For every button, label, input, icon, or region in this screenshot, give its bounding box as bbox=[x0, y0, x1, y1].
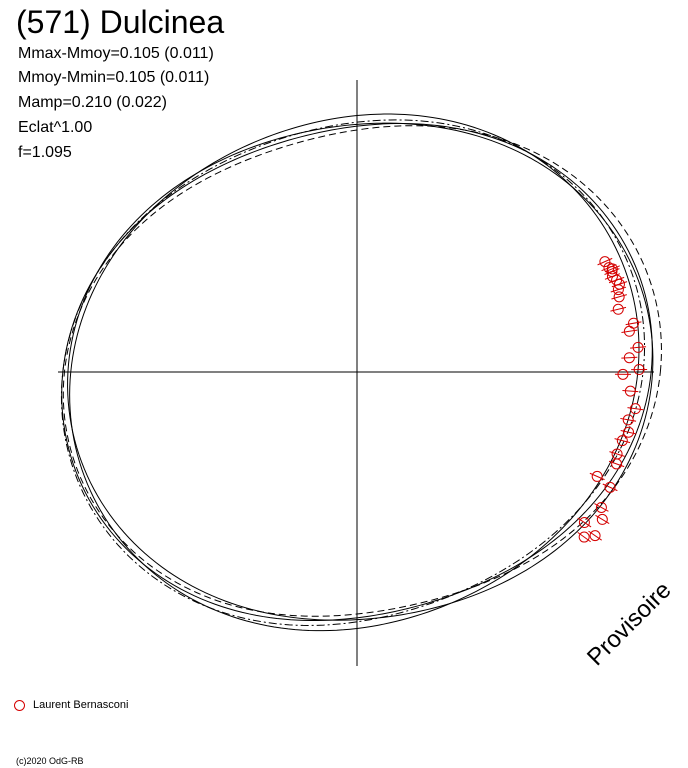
observation-error-bar bbox=[610, 286, 627, 293]
observation-error-bar bbox=[595, 514, 610, 524]
observation-error-bar bbox=[614, 438, 631, 444]
observation-point bbox=[608, 458, 625, 470]
observation-marker bbox=[591, 470, 603, 482]
page-title: (571) Dulcinea bbox=[16, 4, 225, 40]
observation-point bbox=[602, 481, 618, 493]
observation-point bbox=[627, 403, 644, 415]
observation-error-bar bbox=[610, 306, 627, 312]
legend: Laurent Bernasconi bbox=[14, 698, 128, 712]
observation-point bbox=[610, 284, 627, 296]
observation-error-bar bbox=[625, 321, 642, 326]
stat-mmoy-mmin: Mmoy-Mmin=0.105 (0.011) bbox=[18, 69, 210, 86]
observation-point bbox=[577, 517, 592, 529]
observation-error-bar bbox=[602, 483, 618, 492]
observation-error-bar bbox=[630, 346, 647, 349]
observation-error-bar bbox=[589, 472, 605, 481]
copyright: (c)2020 OdG-RB bbox=[16, 756, 84, 766]
observation-error-bar bbox=[597, 257, 613, 266]
observation-error-bar bbox=[622, 390, 639, 393]
observation-marker bbox=[611, 458, 623, 470]
model-curve-3 bbox=[62, 125, 662, 617]
observation-marker bbox=[623, 325, 635, 337]
observation-marker bbox=[629, 403, 641, 415]
model-curve-1 bbox=[67, 122, 654, 621]
observation-marker bbox=[578, 531, 590, 543]
observation-marker bbox=[616, 435, 628, 447]
observation-point bbox=[611, 291, 627, 303]
observation-point bbox=[631, 364, 648, 376]
observation-point bbox=[614, 368, 631, 380]
observation-marker bbox=[589, 530, 601, 542]
observation-marker bbox=[612, 303, 624, 315]
observation-points bbox=[577, 256, 648, 543]
observation-error-bar bbox=[577, 517, 592, 528]
legend-label: Laurent Bernasconi bbox=[33, 699, 129, 711]
observation-point bbox=[610, 303, 627, 315]
legend-marker bbox=[14, 699, 25, 711]
observation-marker bbox=[622, 414, 634, 426]
observation-marker bbox=[612, 284, 624, 296]
observation-marker bbox=[578, 517, 590, 529]
observation-marker bbox=[613, 291, 625, 303]
observation-error-bar bbox=[611, 294, 627, 300]
observation-point bbox=[614, 435, 631, 447]
observation-point bbox=[597, 256, 613, 268]
observation-error-bar bbox=[609, 451, 625, 457]
observation-marker bbox=[599, 256, 611, 268]
stat-mamp: Mamp=0.210 (0.022) bbox=[18, 94, 167, 111]
observation-point bbox=[630, 341, 647, 353]
stat-eclat: Eclat^1.00 bbox=[18, 119, 93, 136]
stat-frequency: f=1.095 bbox=[18, 144, 72, 161]
observation-error-bar bbox=[621, 356, 638, 359]
model-curve-2 bbox=[69, 113, 640, 632]
observation-error-bar bbox=[620, 429, 637, 435]
observation-error-bar bbox=[588, 530, 602, 541]
observation-error-bar bbox=[620, 417, 637, 422]
observation-error-bar bbox=[621, 329, 638, 333]
observation-marker bbox=[623, 426, 635, 438]
observation-point bbox=[589, 470, 605, 482]
observation-error-bar bbox=[627, 407, 644, 411]
stat-mmax-mmoy: Mmax-Mmoy=0.105 (0.011) bbox=[18, 45, 214, 62]
observation-point bbox=[620, 414, 637, 426]
observation-error-bar bbox=[577, 531, 591, 543]
observation-point bbox=[595, 513, 610, 525]
observation-marker bbox=[596, 513, 608, 525]
observation-point bbox=[621, 325, 638, 337]
observation-point bbox=[588, 530, 602, 542]
observation-point bbox=[594, 501, 609, 513]
observation-error-bar bbox=[594, 503, 609, 512]
observation-error-bar bbox=[608, 460, 625, 468]
observation-marker bbox=[595, 501, 607, 513]
model-curve-4 bbox=[60, 119, 646, 626]
observation-point bbox=[622, 385, 639, 397]
observation-point bbox=[609, 448, 625, 460]
observation-point bbox=[620, 426, 637, 438]
observation-marker bbox=[604, 481, 616, 493]
model-curves bbox=[60, 113, 662, 632]
observation-point bbox=[577, 531, 591, 543]
observation-point bbox=[621, 352, 638, 364]
